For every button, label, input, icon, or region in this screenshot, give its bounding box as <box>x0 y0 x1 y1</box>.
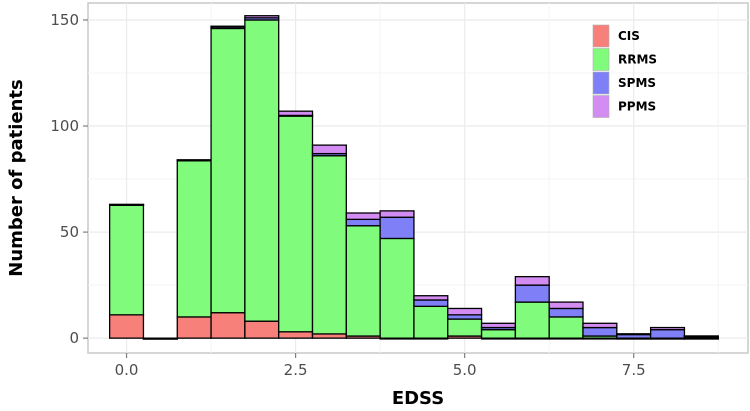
bar-ppms-segment <box>176 159 212 162</box>
bar-ppms-segment <box>514 275 550 286</box>
bar-rrms-segment <box>210 27 246 314</box>
legend-key-ppms <box>592 95 610 118</box>
x-tick-label: 5.0 <box>453 361 477 379</box>
legend-label-spms: SPMS <box>618 76 656 90</box>
bar-cis-segment <box>244 320 280 339</box>
bar-spms-segment <box>548 307 584 318</box>
legend-key-cis <box>592 24 610 48</box>
bar-spms-segment <box>514 284 550 303</box>
x-tick-label: 2.5 <box>284 361 308 379</box>
bar-ppms-segment <box>345 212 381 221</box>
y-axis-title: Number of patients <box>6 79 27 276</box>
bar-rrms-segment <box>278 114 314 333</box>
bar-rrms-segment <box>548 316 584 339</box>
bar-spms-segment <box>582 326 618 337</box>
bar-rrms-segment <box>244 19 280 322</box>
bar-ppms-segment <box>447 307 483 316</box>
y-axis-ticks: 0 50 100 150 <box>50 11 88 347</box>
bar-ppms-segment <box>582 322 618 329</box>
bar-rrms-segment <box>447 318 483 337</box>
bar-spms-segment <box>649 329 686 339</box>
bar-rrms-segment <box>413 305 449 339</box>
bar-cis-segment <box>278 331 314 339</box>
y-tick-label: 0 <box>69 329 79 347</box>
bar-rrms-segment <box>176 159 212 318</box>
x-axis-title: EDSS <box>392 388 444 409</box>
bar-spms-segment <box>413 299 449 307</box>
bar-ppms-segment <box>649 326 686 331</box>
x-axis-ticks: 0.0 2.5 5.0 7.5 <box>115 353 646 379</box>
bar-cis-segment <box>210 312 246 339</box>
bar-rrms-segment <box>311 155 347 335</box>
bar-spms-segment <box>379 216 415 240</box>
y-tick-label: 50 <box>60 223 79 241</box>
y-tick-label: 150 <box>50 11 79 29</box>
bar-ppms-segment <box>142 337 178 340</box>
x-tick-label: 0.0 <box>115 361 139 379</box>
y-tick-label: 100 <box>50 117 79 135</box>
legend-key-spms <box>592 71 610 95</box>
bar-ppms-segment <box>210 25 246 28</box>
legend-label-rrms: RRMS <box>618 53 657 67</box>
bar-rrms-segment <box>108 203 145 316</box>
bar-cis-segment <box>108 314 145 339</box>
bar-ppms-segment <box>278 110 314 117</box>
bar-spms-segment <box>345 218 381 227</box>
bar-rrms-segment <box>514 301 550 339</box>
bar-ppms-segment <box>548 301 584 310</box>
legend-key-rrms <box>592 48 610 71</box>
bar-rrms-segment <box>480 329 517 339</box>
bar-ppms-segment <box>244 15 280 19</box>
bar-rrms-segment <box>345 225 381 337</box>
bar-ppms-segment <box>379 210 415 218</box>
x-tick-label: 7.5 <box>622 361 646 379</box>
legend-label-cis: CIS <box>618 29 640 43</box>
bar-ppms-segment <box>413 295 449 301</box>
legend-label-ppms: PPMS <box>618 100 656 114</box>
bar-ppms-segment <box>311 144 347 155</box>
legend: CIS RRMS SPMS PPMS <box>592 24 657 118</box>
bar-ppms-segment <box>480 322 517 329</box>
bar-ppms-segment <box>616 333 652 336</box>
bar-rrms-segment <box>379 237 415 339</box>
bar-cis-segment <box>176 316 212 339</box>
bars <box>108 15 719 340</box>
bar-ppms-segment <box>108 203 145 206</box>
bar-ppms-segment <box>683 335 719 338</box>
